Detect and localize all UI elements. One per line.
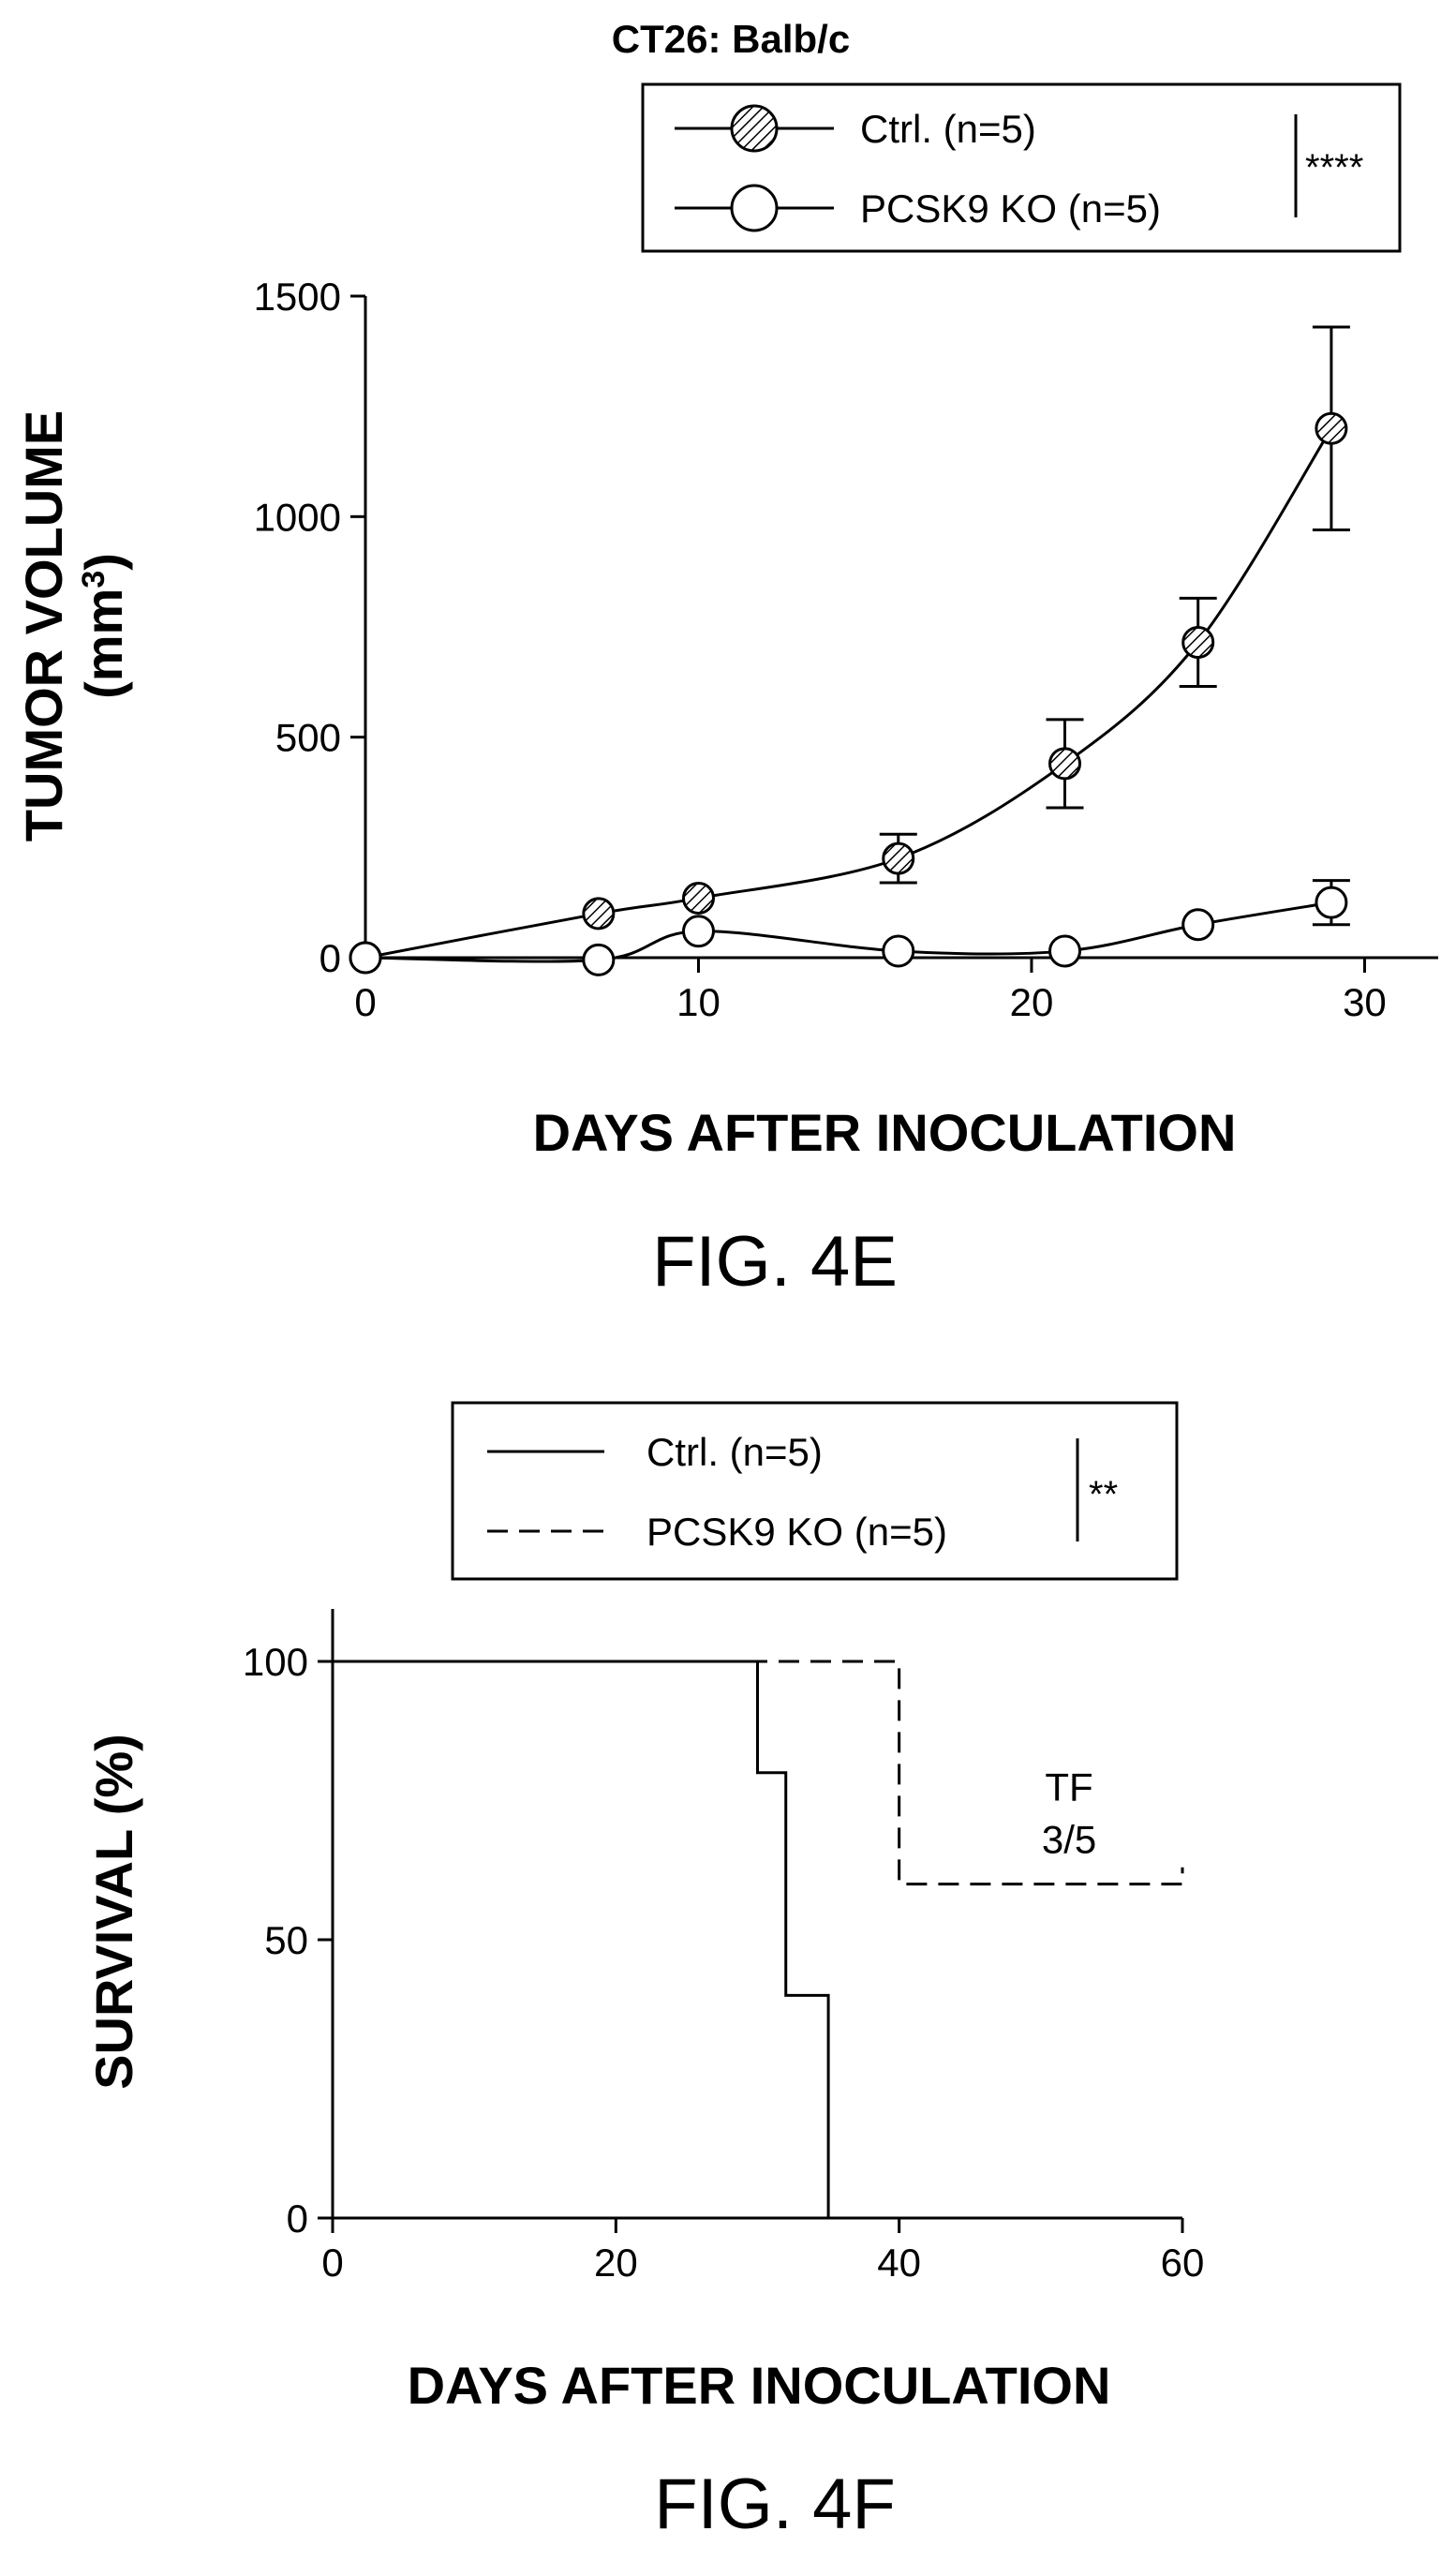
tf-annotation-label: TF xyxy=(1045,1765,1092,1809)
data-point-ctrl xyxy=(681,881,715,915)
ylabel-sup: 3 xyxy=(76,571,111,588)
y-tick-label: 100 xyxy=(243,1640,308,1684)
chart-4e-legend-box xyxy=(641,82,1402,253)
legend-ctrl-label: Ctrl. (n=5) xyxy=(860,107,1036,151)
data-point-pcsk9-ko xyxy=(1181,908,1215,942)
data-point-pcsk9-ko xyxy=(582,943,616,976)
legend-4f-ko-label: PCSK9 KO (n=5) xyxy=(646,1510,947,1554)
data-point-ctrl xyxy=(882,841,915,875)
data-point-pcsk9-ko xyxy=(349,941,382,975)
x-tick-label: 0 xyxy=(354,980,376,1024)
legend-ctrl-marker xyxy=(730,104,779,153)
y-tick-label: 1000 xyxy=(254,495,341,539)
chart-4f: Ctrl. (n=5) PCSK9 KO (n=5) ** 0 20 40 60 0 50… xyxy=(84,1401,1204,2544)
x-tick-label: 20 xyxy=(594,2241,638,2285)
chart-4e-xlabel: DAYS AFTER INOCULATION xyxy=(533,1103,1237,1162)
data-point-ctrl xyxy=(1181,625,1215,659)
ylabel-unit: (mm xyxy=(74,588,133,699)
chart-4e-legend: Ctrl. (n=5) PCSK9 KO (n=5) **** xyxy=(641,82,1402,253)
x-tick-label: 20 xyxy=(1010,980,1054,1024)
legend-4f-ctrl-label: Ctrl. (n=5) xyxy=(646,1430,823,1474)
significance-label: **** xyxy=(1305,147,1363,188)
chart-4e: CT26: Balb/c Ctrl. (n=5) PCSK9 KO (n=5) … xyxy=(14,17,1438,1302)
chart-4e-title: CT26: Balb/c xyxy=(612,17,850,61)
data-point-pcsk9-ko xyxy=(681,915,715,948)
chart-4f-xlabel: DAYS AFTER INOCULATION xyxy=(408,2356,1111,2415)
data-point-pcsk9-ko xyxy=(882,934,915,968)
x-tick-label: 30 xyxy=(1343,980,1387,1024)
y-tick-label: 0 xyxy=(319,936,341,980)
data-point-ctrl xyxy=(1048,747,1082,781)
data-point-ctrl xyxy=(1315,411,1348,445)
chart-4e-ylabel-line1: TUMOR VOLUME xyxy=(14,410,73,841)
y-tick-label: 0 xyxy=(287,2196,308,2241)
series-line-ctrl xyxy=(364,427,1333,960)
legend-ko-marker xyxy=(730,184,779,232)
chart-4e-series xyxy=(349,325,1350,976)
chart-4e-ylabel-line2: (mm3) xyxy=(74,553,133,699)
x-tick-label: 60 xyxy=(1161,2241,1205,2285)
chart-4f-legend: Ctrl. (n=5) PCSK9 KO (n=5) ** xyxy=(451,1401,1179,1581)
data-point-ctrl xyxy=(582,897,616,931)
significance-label-4f: ** xyxy=(1089,1474,1118,1515)
y-tick-label: 50 xyxy=(264,1918,308,1962)
chart-4f-axes: 0 20 40 60 0 50 100 xyxy=(243,1609,1204,2285)
chart-4e-caption: FIG. 4E xyxy=(652,1222,898,1302)
y-tick-label: 500 xyxy=(275,716,341,760)
x-tick-label: 40 xyxy=(877,2241,921,2285)
chart-4f-caption: FIG. 4F xyxy=(654,2464,896,2544)
data-point-pcsk9-ko xyxy=(1315,886,1348,919)
chart-4f-ylabel-text: SURVIVAL (%) xyxy=(84,1734,143,2090)
ylabel-close: ) xyxy=(74,553,133,571)
chart-4e-axes: 0 10 20 30 0 500 1000 1500 xyxy=(254,275,1438,1024)
x-tick-label: 10 xyxy=(676,980,721,1024)
y-tick-label: 1500 xyxy=(254,275,341,319)
tf-annotation-value: 3/5 xyxy=(1042,1818,1096,1862)
chart-4f-series xyxy=(333,1660,1184,2218)
chart-4f-ylabel: SURVIVAL (%) xyxy=(84,1734,143,2090)
data-point-pcsk9-ko xyxy=(1048,934,1082,968)
survival-curve-ctrl xyxy=(333,1660,830,2218)
legend-ko-label: PCSK9 KO (n=5) xyxy=(860,186,1161,231)
chart-4e-ylabel: TUMOR VOLUME (mm3) xyxy=(14,410,133,841)
x-tick-label: 0 xyxy=(321,2241,343,2285)
chart-4f-legend-box xyxy=(451,1401,1179,1581)
